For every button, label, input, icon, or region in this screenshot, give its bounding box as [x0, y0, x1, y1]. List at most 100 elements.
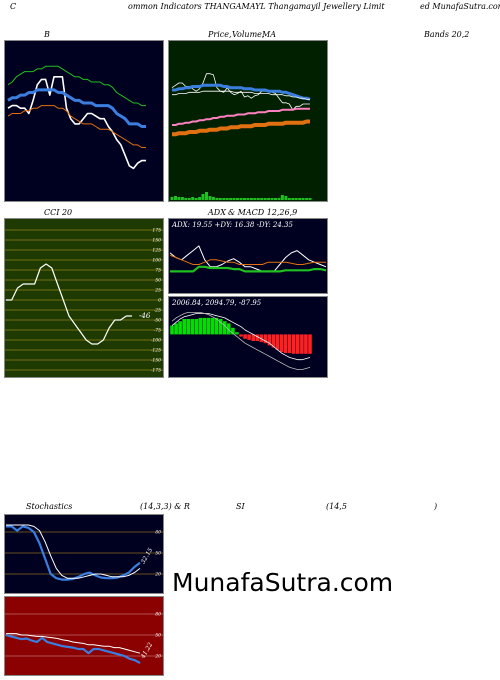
- macd-histogram-bar: [178, 321, 182, 335]
- volume-bar: [280, 195, 284, 200]
- macd-panel: 2006.84, 2094.79, -87.95: [168, 296, 328, 378]
- header-site: ed MunafaSutra.com: [420, 2, 500, 11]
- panel-background: [4, 218, 164, 378]
- volume-bar: [277, 198, 281, 200]
- cci-tick-label: -150: [151, 358, 161, 364]
- macd-histogram-bar: [214, 317, 219, 335]
- macd-histogram-bar: [174, 323, 178, 335]
- cci-tick-label: 125: [152, 248, 161, 254]
- cci-tick-label: 150: [152, 238, 161, 244]
- macd-histogram-bar: [255, 334, 259, 341]
- cci-tick-label: 0: [158, 298, 161, 304]
- volume-bar: [260, 198, 264, 200]
- volume-bar: [236, 198, 239, 200]
- title-price: Price,: [208, 30, 232, 39]
- title-adx: ADX: [208, 208, 226, 217]
- cci-tick-label: -50: [154, 318, 161, 324]
- volume-bar: [232, 198, 236, 200]
- volume-bar: [222, 198, 226, 200]
- volume-bar: [267, 198, 271, 200]
- rsi-tick-label: 20: [154, 654, 161, 660]
- ma-ma-short-line: [172, 83, 311, 101]
- panel-background: [4, 514, 164, 594]
- title-si: SI: [236, 502, 245, 511]
- title-volume: Volume,: [232, 30, 265, 39]
- volume-bar: [305, 198, 309, 200]
- panel-background: [4, 40, 164, 202]
- watermark: MunafaSutra.com: [172, 568, 394, 597]
- volume-bar: [274, 198, 277, 200]
- macd-histogram-bar: [231, 327, 235, 335]
- volume-bar: [243, 198, 246, 200]
- cci-tick-label: -175: [151, 368, 161, 374]
- volume-bar: [225, 198, 229, 200]
- volume-bar: [215, 198, 219, 200]
- panel-background: [4, 596, 164, 676]
- macd-histogram-bar: [206, 317, 211, 335]
- cci-tick-label: -100: [151, 338, 161, 344]
- volume-bar: [291, 198, 295, 200]
- volume-bar: [284, 196, 288, 200]
- rsi-ref-line: [6, 633, 141, 654]
- macd-histogram-bar: [304, 334, 308, 354]
- cci-tick-label: 50: [155, 278, 161, 284]
- volume-bar: [253, 198, 257, 200]
- cci-line: [6, 263, 132, 345]
- macd-histogram-bar: [194, 319, 199, 335]
- title-cci: CCI 20: [44, 208, 73, 217]
- cci-tick-label: -25: [154, 308, 161, 314]
- title-ma: MA: [262, 30, 276, 39]
- volume-bar: [174, 196, 177, 200]
- cci-tick-label: -125: [151, 348, 161, 354]
- cci-tick-label: 100: [152, 258, 161, 264]
- macd-histogram-bar: [275, 334, 280, 350]
- volume-bar: [170, 197, 174, 200]
- volume-bar: [208, 196, 212, 200]
- bollinger-panel: [4, 40, 164, 202]
- macd-main-line: [171, 311, 311, 370]
- volume-bar: [263, 198, 267, 200]
- rsi-tick-label: 80: [155, 612, 161, 618]
- rsi-tick-label: 50: [155, 633, 161, 639]
- title-macd: & MACD 12,26,9: [228, 208, 298, 217]
- header-c: C: [10, 2, 17, 11]
- macd-histogram-bar: [227, 323, 231, 335]
- macd-histogram-bar: [170, 325, 174, 335]
- volume-bar: [301, 198, 305, 200]
- title-stochastics: Stochastics: [26, 502, 73, 511]
- cci-last-value: -46: [139, 312, 151, 320]
- macd-histogram-bar: [202, 317, 207, 335]
- macd-histogram-bar: [283, 334, 288, 354]
- volume-bar: [201, 194, 205, 200]
- macd-signal-line: [171, 313, 311, 361]
- adx-plus-di-line: [170, 265, 327, 273]
- macd-histogram-bar: [279, 334, 284, 352]
- cci-tick-label: 25: [154, 288, 161, 294]
- volume-bar: [270, 198, 274, 200]
- adx-adx-line: [169, 245, 327, 272]
- macd-histogram-bar: [186, 319, 190, 335]
- bb-upper-line: [7, 65, 146, 107]
- ma-ma-mid-line: [172, 90, 310, 100]
- volume-bar: [198, 197, 202, 200]
- volume-bar: [308, 198, 312, 200]
- stoch-k-line: [6, 525, 141, 581]
- rsi-rsi-line: [5, 633, 141, 664]
- cci-panel: 175 150 125 100 75 50 25 0 -25 -50 -75 -100 -125 -150…: [4, 218, 164, 378]
- macd-histogram-bar: [247, 334, 251, 340]
- title-b: B: [44, 30, 50, 39]
- macd-histogram-bar: [271, 334, 276, 348]
- volume-bar: [249, 198, 253, 200]
- volume-bar: [239, 198, 243, 200]
- volume-bar: [194, 198, 198, 200]
- volume-bar: [180, 197, 184, 200]
- volume-bar: [246, 198, 250, 200]
- volume-bar: [294, 198, 298, 200]
- volume-bar: [177, 197, 181, 200]
- volume-bar: [229, 198, 233, 200]
- stoch-d-line: [6, 524, 141, 579]
- volume-bar: [287, 198, 291, 200]
- volume-bar: [205, 192, 208, 200]
- volume-bar: [256, 198, 260, 200]
